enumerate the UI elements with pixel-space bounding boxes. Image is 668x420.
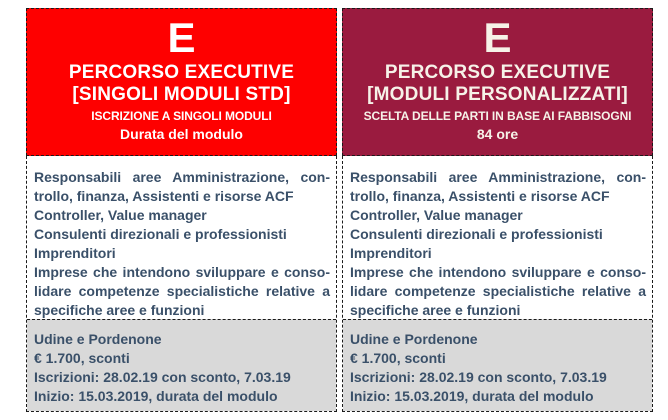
course-title-line2: [MODULI PERSONALIZZATI] bbox=[367, 84, 628, 105]
info-cell: Udine e Pordenone € 1.700, sconti Iscriz… bbox=[343, 319, 652, 411]
info-start-date: Inizio: 15.03.2019, durata del modulo bbox=[34, 388, 278, 404]
course-card-singoli-moduli-std: E PERCORSO EXECUTIVE [SINGOLI MODULI STD… bbox=[26, 8, 337, 412]
audience-line: Consulenti direzionali e professionisti bbox=[34, 226, 287, 242]
audience-line: Imprese che intendono sviluppare e conso… bbox=[350, 264, 646, 280]
audience-cell: Responsabili aree Amministrazione, con- … bbox=[27, 156, 336, 319]
info-start-date: Inizio: 15.03.2019, durata del modulo bbox=[350, 388, 594, 404]
audience-line: specifiche aree e funzioni bbox=[34, 302, 205, 318]
info-location: Udine e Pordenone bbox=[34, 331, 162, 347]
course-header-personalizzati: E PERCORSO EXECUTIVE [MODULI PERSONALIZZ… bbox=[342, 8, 653, 156]
course-subtitle: ISCRIZIONE A SINGOLI MODULI bbox=[91, 109, 272, 123]
info-registration: Iscrizioni: 28.02.19 con sconto, 7.03.19 bbox=[34, 369, 291, 385]
course-card-moduli-personalizzati: E PERCORSO EXECUTIVE [MODULI PERSONALIZZ… bbox=[342, 8, 653, 412]
course-duration: 84 ore bbox=[476, 126, 519, 142]
course-duration: Durata del modulo bbox=[120, 126, 243, 142]
audience-line: trollo, finanza, Assistenti e risorse AC… bbox=[34, 188, 294, 204]
course-details-personalizzati: Responsabili aree Amministrazione, con- … bbox=[342, 156, 653, 412]
course-letter: E bbox=[483, 14, 512, 61]
info-price: € 1.700, sconti bbox=[34, 350, 130, 366]
course-title-line1: PERCORSO EXECUTIVE bbox=[384, 62, 611, 83]
audience-line: Controller, Value manager bbox=[34, 207, 207, 223]
audience-line: Responsabili aree Amministrazione, con- bbox=[350, 169, 646, 185]
course-details-std: Responsabili aree Amministrazione, con- … bbox=[26, 156, 337, 412]
course-letter: E bbox=[167, 14, 196, 61]
info-price: € 1.700, sconti bbox=[350, 350, 446, 366]
audience-line: lidare competenze specialistiche relativ… bbox=[34, 283, 330, 299]
audience-line: Imprenditori bbox=[350, 245, 432, 261]
course-subtitle: SCELTA DELLE PARTI IN BASE AI FABBISOGNI bbox=[363, 109, 632, 123]
audience-line: trollo, finanza, Assistenti e risorse AC… bbox=[350, 188, 610, 204]
audience-line: Consulenti direzionali e professionisti bbox=[350, 226, 603, 242]
info-cell: Udine e Pordenone € 1.700, sconti Iscriz… bbox=[27, 319, 336, 411]
course-comparison-table: E PERCORSO EXECUTIVE [SINGOLI MODULI STD… bbox=[26, 8, 653, 412]
audience-line: lidare competenze specialistiche relativ… bbox=[350, 283, 646, 299]
audience-cell: Responsabili aree Amministrazione, con- … bbox=[343, 156, 652, 319]
audience-line: Responsabili aree Amministrazione, con- bbox=[34, 169, 330, 185]
audience-line: specifiche aree e funzioni bbox=[350, 302, 521, 318]
audience-line: Imprenditori bbox=[34, 245, 116, 261]
course-title-line2: [SINGOLI MODULI STD] bbox=[72, 84, 291, 105]
info-location: Udine e Pordenone bbox=[350, 331, 478, 347]
info-registration: Iscrizioni: 28.02.19 con sconto, 7.03.19 bbox=[350, 369, 607, 385]
audience-line: Imprese che intendono sviluppare e conso… bbox=[34, 264, 330, 280]
audience-line: Controller, Value manager bbox=[350, 207, 523, 223]
course-title-line1: PERCORSO EXECUTIVE bbox=[68, 62, 295, 83]
course-header-std: E PERCORSO EXECUTIVE [SINGOLI MODULI STD… bbox=[26, 8, 337, 156]
